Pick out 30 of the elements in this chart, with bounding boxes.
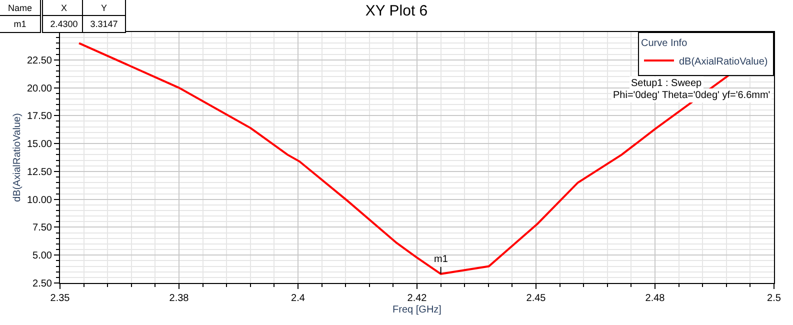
- annotation: m1: [434, 254, 448, 265]
- x-axis-title: Freq [GHz]: [392, 304, 442, 316]
- x-tick-label: 2.38: [169, 293, 190, 304]
- y-axis-title: dB(AxialRatioValue): [12, 113, 23, 202]
- x-tick-label: 2.48: [645, 293, 666, 304]
- y-tick-label: 5.00: [32, 250, 52, 262]
- y-tick-label: 17.50: [26, 111, 52, 122]
- text: 2.4300: [50, 19, 78, 29]
- text: m1: [14, 19, 26, 29]
- y-tick-label: 12.50: [26, 166, 52, 178]
- y-tick-label: 7.50: [32, 222, 52, 234]
- x-tick-label: 2.35: [50, 293, 70, 304]
- chart-title: XY Plot 6: [365, 2, 428, 20]
- y-tick-label: 2.50: [32, 278, 52, 290]
- text: 3.3147: [90, 19, 118, 29]
- legend-label: dB(AxialRatioValue): [679, 56, 768, 68]
- text: X: [60, 3, 68, 13]
- y-tick-label: 20.00: [26, 83, 52, 94]
- x-tick-label: 2.5: [767, 293, 782, 304]
- text: Name: [8, 3, 32, 13]
- annotation: Phi='0deg' Theta='0deg' yf='6.6mm': [613, 90, 770, 101]
- x-tick-label: 2.45: [526, 293, 546, 304]
- y-tick-label: 15.00: [26, 139, 52, 150]
- legend-title: Curve Info: [641, 38, 688, 49]
- text: Y: [100, 3, 108, 13]
- y-tick-label: 22.50: [26, 55, 52, 66]
- annotation: Setup1 : Sweep: [631, 78, 702, 89]
- x-tick-label: 2.42: [407, 293, 428, 304]
- x-tick-label: 2.4: [291, 293, 306, 304]
- y-tick-label: 10.00: [26, 194, 52, 206]
